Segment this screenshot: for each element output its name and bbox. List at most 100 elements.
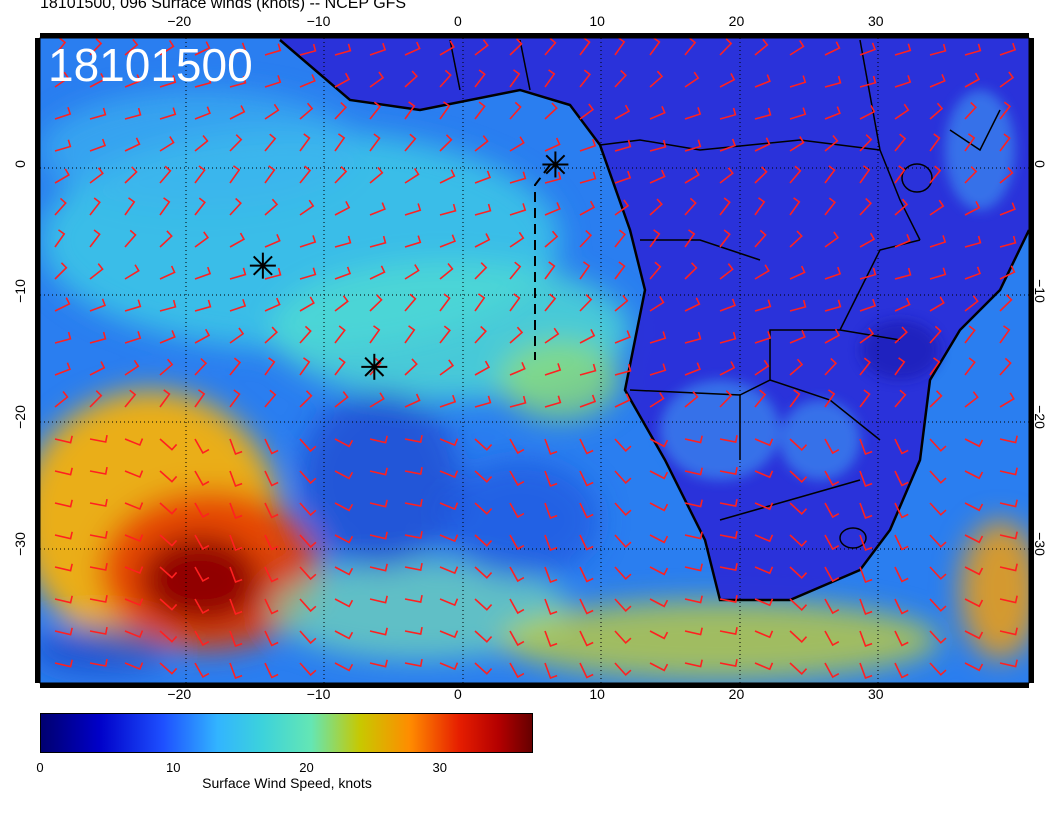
wind-barb bbox=[124, 166, 138, 184]
wind-barb bbox=[579, 294, 593, 312]
wind-barb bbox=[684, 331, 702, 344]
wind-barb bbox=[754, 359, 770, 376]
wind-barb bbox=[194, 389, 206, 408]
wind-barb bbox=[999, 71, 1015, 88]
wind-barb bbox=[649, 261, 662, 280]
wind-barb bbox=[964, 72, 981, 88]
wind-barb bbox=[684, 563, 703, 572]
lat-tick-right: −30 bbox=[1032, 532, 1048, 556]
wind-barb bbox=[544, 171, 562, 184]
wind-barb bbox=[229, 598, 243, 616]
wind-barb bbox=[859, 502, 873, 520]
wind-barb bbox=[54, 563, 73, 572]
wind-barb bbox=[824, 134, 839, 152]
wind-barb bbox=[159, 75, 177, 88]
wind-barb bbox=[439, 470, 459, 479]
wind-barb bbox=[754, 438, 774, 447]
wind-barb bbox=[264, 75, 282, 88]
wind-barb bbox=[579, 329, 596, 344]
wind-barb bbox=[544, 470, 558, 488]
wind-barb bbox=[439, 630, 459, 639]
wind-barb bbox=[894, 598, 909, 615]
colorbar-tick: 20 bbox=[299, 760, 314, 775]
wind-barb bbox=[999, 357, 1012, 376]
wind-barb bbox=[89, 562, 108, 571]
wind-barb bbox=[789, 75, 807, 88]
wind-barb bbox=[474, 470, 493, 483]
wind-barb bbox=[89, 107, 107, 120]
wind-barb bbox=[999, 101, 1012, 120]
wind-barb bbox=[859, 470, 873, 488]
wind-barb bbox=[124, 264, 140, 280]
wind-barb bbox=[124, 438, 144, 447]
wind-barb bbox=[754, 38, 769, 56]
wind-barb bbox=[824, 598, 840, 615]
wind-barb bbox=[614, 229, 627, 248]
lon-tick-bottom: 0 bbox=[453, 686, 462, 702]
wind-barb bbox=[999, 133, 1011, 152]
wind-barb bbox=[859, 389, 871, 408]
lat-tick-right: 0 bbox=[1032, 160, 1048, 169]
wind-barb bbox=[334, 200, 351, 216]
wind-barb bbox=[719, 390, 733, 408]
wind-barb bbox=[754, 229, 767, 248]
wind-barb bbox=[859, 566, 873, 584]
wind-barb bbox=[334, 438, 354, 448]
wind-barb bbox=[719, 73, 736, 88]
wind-barb bbox=[264, 103, 280, 120]
wind-barb bbox=[89, 594, 108, 603]
wind-barb bbox=[649, 438, 669, 448]
wind-barb bbox=[334, 566, 354, 576]
wind-barb bbox=[824, 197, 836, 216]
wind-barb bbox=[649, 534, 669, 544]
wind-barb bbox=[719, 229, 731, 248]
wind-barb bbox=[54, 435, 73, 444]
wind-barb bbox=[334, 662, 354, 672]
wind-barb bbox=[334, 391, 349, 408]
wind-barb bbox=[999, 235, 1017, 248]
wind-barb bbox=[439, 502, 459, 511]
wind-barb bbox=[54, 595, 73, 604]
wind-barb bbox=[439, 534, 459, 543]
wind-barb bbox=[369, 531, 388, 540]
lon-tick-bottom: 30 bbox=[867, 686, 884, 702]
wind-barb bbox=[964, 438, 984, 448]
wind-barb bbox=[264, 133, 277, 152]
wind-barb bbox=[789, 534, 808, 547]
wind-barb bbox=[894, 566, 909, 583]
wind-barb bbox=[439, 69, 452, 88]
wind-barb bbox=[299, 199, 315, 216]
wind-barb bbox=[719, 331, 737, 344]
lat-tick-left: −30 bbox=[12, 532, 28, 556]
wind-barb bbox=[684, 467, 703, 476]
wind-barb bbox=[894, 133, 907, 152]
wind-barb bbox=[369, 325, 381, 344]
wind-barb bbox=[159, 662, 178, 675]
wind-barb bbox=[789, 230, 803, 248]
wind-barb bbox=[929, 630, 947, 644]
wind-barb bbox=[194, 328, 211, 344]
wind-barb bbox=[999, 467, 1018, 476]
wind-barb bbox=[89, 331, 107, 344]
wind-barb bbox=[964, 166, 978, 184]
wind-barb bbox=[474, 262, 488, 280]
map-title: 18101500, 096 Surface winds (knots) -- N… bbox=[40, 0, 407, 12]
wind-barb bbox=[929, 165, 942, 184]
wind-barb bbox=[369, 294, 383, 312]
wind-barb bbox=[369, 595, 388, 604]
wind-barb bbox=[579, 630, 594, 647]
wind-barb bbox=[964, 133, 976, 152]
wind-barb bbox=[509, 326, 524, 344]
wind-barb bbox=[509, 630, 525, 647]
wind-barb bbox=[334, 43, 352, 56]
wind-barb bbox=[159, 502, 178, 515]
wind-barb bbox=[54, 297, 71, 312]
wind-barb bbox=[124, 502, 144, 511]
wind-barb bbox=[929, 267, 947, 280]
wind-barb bbox=[404, 358, 418, 376]
wind-barb bbox=[999, 499, 1018, 508]
wind-barb bbox=[299, 630, 317, 645]
wind-barb bbox=[194, 598, 210, 615]
wind-barb bbox=[579, 69, 591, 88]
wind-barb bbox=[264, 43, 282, 56]
